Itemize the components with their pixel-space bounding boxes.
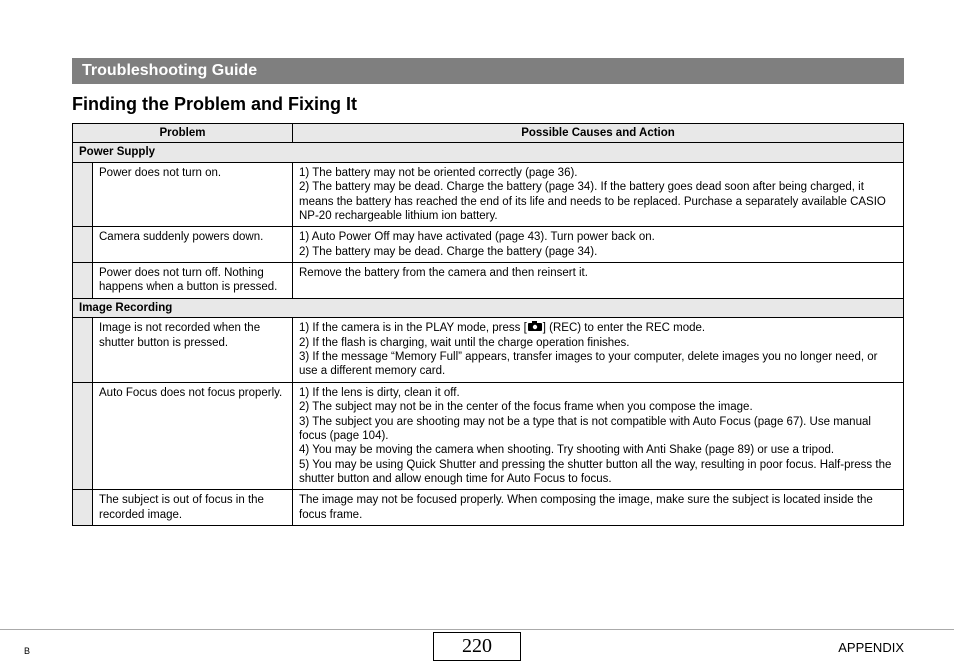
table-row: Power does not turn on. 1) The battery m… <box>73 162 904 227</box>
col-header-problem: Problem <box>73 124 293 143</box>
category-label: Image Recording <box>73 298 904 317</box>
section-title-bar: Troubleshooting Guide <box>72 58 904 84</box>
lead-gutter <box>73 318 93 383</box>
problem-cell: Power does not turn on. <box>93 162 293 227</box>
problem-cell: The subject is out of focus in the recor… <box>93 490 293 526</box>
table-row: Power does not turn off. Nothing happens… <box>73 263 904 299</box>
problem-cell: Power does not turn off. Nothing happens… <box>93 263 293 299</box>
col-header-action: Possible Causes and Action <box>293 124 904 143</box>
footer-appendix-label: APPENDIX <box>838 640 904 655</box>
page-number: 220 <box>433 632 521 661</box>
camera-icon <box>528 321 542 335</box>
action-cell: 1) If the lens is dirty, clean it off. 2… <box>293 382 904 490</box>
lead-gutter <box>73 162 93 227</box>
category-row-image: Image Recording <box>73 298 904 317</box>
lead-gutter <box>73 382 93 490</box>
lead-gutter <box>73 263 93 299</box>
lead-gutter <box>73 227 93 263</box>
footer-left-mark: B <box>24 646 30 656</box>
action-cell: 1) The battery may not be oriented corre… <box>293 162 904 227</box>
table-row: Image is not recorded when the shutter b… <box>73 318 904 383</box>
action-cell: 1) Auto Power Off may have activated (pa… <box>293 227 904 263</box>
page-footer: B 220 APPENDIX <box>0 629 954 634</box>
action-cell: Remove the battery from the camera and t… <box>293 263 904 299</box>
table-row: Auto Focus does not focus properly. 1) I… <box>73 382 904 490</box>
troubleshooting-table: Problem Possible Causes and Action Power… <box>72 123 904 526</box>
category-row-power: Power Supply <box>73 143 904 162</box>
category-label: Power Supply <box>73 143 904 162</box>
manual-page: Troubleshooting Guide Finding the Proble… <box>0 0 954 526</box>
table-row: Camera suddenly powers down. 1) Auto Pow… <box>73 227 904 263</box>
problem-cell: Auto Focus does not focus properly. <box>93 382 293 490</box>
action-cell: The image may not be focused properly. W… <box>293 490 904 526</box>
lead-gutter <box>73 490 93 526</box>
subheading: Finding the Problem and Fixing It <box>72 94 904 115</box>
action-text-pre: 1) If the camera is in the PLAY mode, pr… <box>299 322 527 334</box>
table-header-row: Problem Possible Causes and Action <box>73 124 904 143</box>
table-row: The subject is out of focus in the recor… <box>73 490 904 526</box>
problem-cell: Image is not recorded when the shutter b… <box>93 318 293 383</box>
action-cell: 1) If the camera is in the PLAY mode, pr… <box>293 318 904 383</box>
problem-cell: Camera suddenly powers down. <box>93 227 293 263</box>
